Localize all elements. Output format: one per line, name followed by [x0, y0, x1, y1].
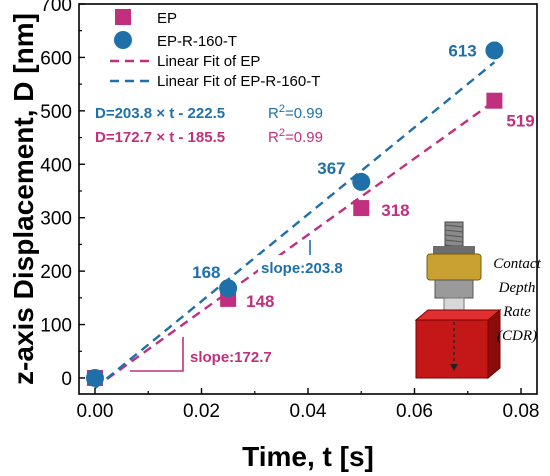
cdr-caption-line: (CDR) — [497, 328, 537, 344]
x-tick-label: 0.06 — [396, 401, 433, 422]
indenter-thread-line — [444, 229, 464, 233]
data-label-ep-r-160-t: 168 — [192, 263, 220, 282]
marker-ep — [486, 92, 503, 109]
y-tick-label: 600 — [40, 48, 72, 69]
data-label-ep-r-160-t: 367 — [317, 159, 345, 178]
data-label-ep-r-160-t: 613 — [448, 41, 476, 60]
indenter-thread-line — [444, 239, 464, 243]
legend-label-ep: EP — [157, 10, 177, 27]
marker-ep-r-160-t — [485, 41, 504, 60]
legend-label-ep-r-160-t: EP-R-160-T — [157, 33, 237, 50]
legend-marker-ep — [115, 9, 131, 25]
cdr-caption-line: Contact — [493, 256, 541, 272]
x-tick-label: 0.08 — [503, 401, 540, 422]
marker-ep-r-160-t — [219, 279, 238, 298]
y-tick-label: 400 — [40, 155, 72, 176]
y-tick-label: 500 — [40, 102, 72, 123]
cdr-caption-line: Depth — [498, 280, 536, 296]
indenter-thread-line — [444, 224, 464, 228]
r2-ep-r-160-t: R2=0.99 — [268, 103, 323, 122]
fit-line — [94, 100, 496, 389]
sample-block-side — [487, 308, 501, 380]
y-tick-label: 700 — [40, 0, 72, 16]
x-tick-label: 0.00 — [76, 401, 113, 422]
y-tick-label: 200 — [40, 262, 72, 283]
indenter-body — [426, 253, 482, 281]
marker-ep — [353, 200, 370, 217]
cdr-caption-line: Rate — [502, 304, 531, 320]
sample-block-front — [415, 319, 489, 379]
slope-label-ep-r-160-t: slope:203.8 — [261, 260, 343, 277]
slope-label-ep: slope:172.7 — [190, 349, 272, 366]
fit-line — [94, 61, 496, 390]
x-tick-label: 0.02 — [183, 401, 220, 422]
y-tick-label: 300 — [40, 209, 72, 230]
data-label-ep: 519 — [506, 112, 534, 131]
r2-ep: R2=0.99 — [268, 127, 323, 146]
slope-label-bg-blue — [258, 255, 362, 279]
y-tick-label: 0 — [61, 369, 72, 390]
legend: EP EP-R-160-T Linear Fit of EP Linear Fit o… — [110, 9, 320, 90]
x-axis-title: Time, t [s] — [242, 441, 374, 472]
equation-ep: D=172.7 × t - 185.5 — [95, 129, 225, 146]
axis-ticks: 0.00 0.02 0.04 0.06 0.08 0 100 200 300 400 500 600 7… — [40, 0, 539, 422]
depth-arrow-head — [450, 364, 458, 371]
sample-block-top — [414, 309, 502, 321]
indenter-lower — [434, 279, 474, 299]
slope-triangle-pink — [130, 337, 184, 372]
legend-label-ep-r-160-t-fit: Linear Fit of EP-R-160-T — [157, 73, 320, 90]
slope-label-bg-pink — [185, 344, 303, 368]
marker-ep-r-160-t — [85, 368, 104, 387]
data-label-ep: 318 — [381, 201, 409, 220]
y-axis-title: z-axis Displacement, D [nm] — [8, 13, 39, 385]
x-tick-label: 0.04 — [290, 401, 327, 422]
fit-lines — [94, 61, 496, 390]
indenter-thread-line — [444, 234, 464, 238]
y-tick-label: 100 — [40, 316, 72, 337]
data-markers — [85, 41, 504, 387]
legend-label-ep-fit: Linear Fit of EP — [157, 53, 260, 70]
marker-ep-r-160-t — [352, 172, 371, 191]
data-labels: 148 318 519 168 367 613 — [192, 41, 535, 310]
indenter-collar — [433, 246, 475, 254]
data-label-ep: 148 — [246, 292, 274, 311]
annotations: D=203.8 × t - 222.5 R2=0.99 D=172.7 × t - … — [95, 103, 542, 380]
legend-marker-ep-r-160-t — [114, 31, 132, 49]
equation-ep-r-160-t: D=203.8 × t - 222.5 — [95, 105, 225, 122]
